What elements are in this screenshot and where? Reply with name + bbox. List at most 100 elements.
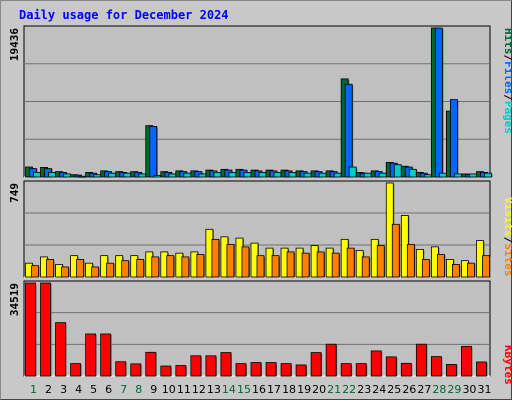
y-max-label-visits-sites: 749 (8, 183, 21, 203)
bar-pages-day-11 (183, 172, 192, 178)
bar-kbytes-day-23 (355, 363, 367, 377)
bar-kbytes-day-25 (385, 356, 397, 377)
x-tick-day-13: 13 (207, 383, 221, 396)
x-tick-day-16: 16 (252, 383, 266, 396)
bar-pages-day-5 (93, 174, 102, 178)
x-tick-day-4: 4 (75, 383, 82, 396)
y-max-label-kbytes: 34519 (8, 283, 21, 316)
bar-sites-day-23 (361, 256, 370, 278)
bar-pages-day-28 (438, 172, 447, 178)
legend-kbytes: KBytes (502, 345, 512, 385)
bar-kbytes-day-29 (446, 364, 457, 377)
bar-kbytes-day-31 (476, 361, 487, 377)
bar-sites-day-3 (61, 266, 69, 278)
bar-kbytes-day-7 (115, 361, 127, 377)
bar-pages-day-19 (303, 172, 312, 178)
bar-pages-day-2 (48, 172, 56, 178)
bar-pages-day-10 (168, 173, 177, 178)
bar-sites-day-19 (301, 252, 310, 278)
bar-sites-day-21 (331, 252, 340, 278)
bar-pages-day-22 (348, 166, 357, 178)
x-tick-day-12: 12 (192, 383, 206, 396)
x-tick-day-26: 26 (402, 383, 416, 396)
bar-sites-day-24 (376, 245, 385, 278)
bar-pages-day-21 (333, 172, 342, 178)
legend-item: Visits (502, 197, 512, 237)
bar-sites-day-10 (166, 255, 175, 278)
bar-pages-day-27 (423, 174, 432, 178)
bar-kbytes-day-22 (340, 363, 352, 377)
x-tick-day-8: 8 (135, 383, 142, 396)
bar-pages-day-8 (138, 173, 147, 178)
bar-pages-day-14 (228, 172, 237, 178)
bar-files-day-28 (434, 27, 443, 178)
legend-item: / (502, 94, 512, 101)
bar-kbytes-day-14 (220, 352, 232, 377)
x-tick-day-28: 28 (432, 383, 446, 396)
bar-sites-day-17 (271, 255, 280, 278)
bar-kbytes-day-19 (295, 364, 307, 377)
x-tick-day-31: 31 (477, 383, 491, 396)
bar-sites-day-29 (452, 264, 460, 278)
bar-sites-day-20 (316, 251, 325, 278)
bar-sites-day-28 (436, 254, 445, 278)
bar-sites-day-1 (31, 265, 39, 278)
bar-sites-day-22 (346, 247, 355, 278)
bar-kbytes-day-8 (130, 363, 142, 377)
bar-sites-day-13 (211, 238, 220, 278)
bar-pages-day-31 (484, 172, 492, 178)
bar-pages-day-4 (78, 175, 86, 178)
bar-kbytes-day-21 (325, 343, 337, 377)
bar-sites-day-2 (46, 259, 54, 278)
bar-kbytes-day-6 (100, 333, 112, 377)
bar-kbytes-day-26 (400, 362, 412, 377)
bar-pages-day-1 (33, 172, 41, 178)
bar-kbytes-day-13 (205, 355, 217, 377)
x-tick-day-23: 23 (357, 383, 371, 396)
bar-sites-day-14 (226, 243, 235, 278)
bar-pages-day-15 (243, 172, 252, 178)
bar-kbytes-day-3 (55, 322, 66, 377)
bar-kbytes-day-2 (40, 282, 51, 377)
x-tick-day-1: 1 (30, 383, 37, 396)
bar-pages-day-29 (454, 173, 462, 178)
bar-kbytes-day-27 (415, 343, 427, 377)
bar-kbytes-day-24 (370, 350, 382, 377)
x-tick-day-9: 9 (150, 383, 157, 396)
bar-kbytes-day-17 (265, 362, 277, 377)
bar-pages-day-6 (108, 172, 117, 178)
bar-pages-day-26 (408, 168, 417, 178)
legend-item: KBytes (502, 345, 512, 385)
bar-sites-day-30 (467, 262, 475, 278)
bar-kbytes-day-18 (280, 363, 292, 377)
bar-sites-day-9 (151, 256, 160, 278)
x-tick-day-3: 3 (60, 383, 67, 396)
bar-kbytes-day-1 (25, 282, 36, 377)
x-tick-day-24: 24 (372, 383, 386, 396)
bar-pages-day-13 (213, 172, 222, 178)
x-tick-day-29: 29 (447, 383, 461, 396)
x-tick-day-10: 10 (162, 383, 176, 396)
bar-sites-day-6 (106, 262, 115, 278)
bar-sites-day-16 (256, 255, 265, 278)
bar-kbytes-day-28 (430, 356, 442, 377)
bar-pages-day-30 (469, 173, 477, 178)
bar-kbytes-day-4 (70, 363, 81, 377)
chart-title: Daily usage for December 2024 (19, 8, 229, 22)
bar-pages-day-25 (393, 164, 402, 178)
x-tick-day-21: 21 (327, 383, 341, 396)
x-tick-day-17: 17 (267, 383, 281, 396)
legend-item: Hits (502, 28, 512, 55)
bar-files-day-22 (344, 83, 353, 178)
bar-sites-day-25 (391, 223, 400, 278)
bar-pages-day-3 (63, 173, 71, 178)
bar-pages-day-23 (363, 172, 372, 178)
legend-item: Sites (502, 243, 512, 276)
x-tick-day-20: 20 (312, 383, 326, 396)
bar-pages-day-12 (198, 173, 207, 178)
bar-kbytes-day-16 (250, 362, 262, 377)
bar-files-day-9 (149, 126, 158, 178)
bar-sites-day-31 (482, 255, 490, 278)
bar-kbytes-day-5 (85, 333, 97, 377)
